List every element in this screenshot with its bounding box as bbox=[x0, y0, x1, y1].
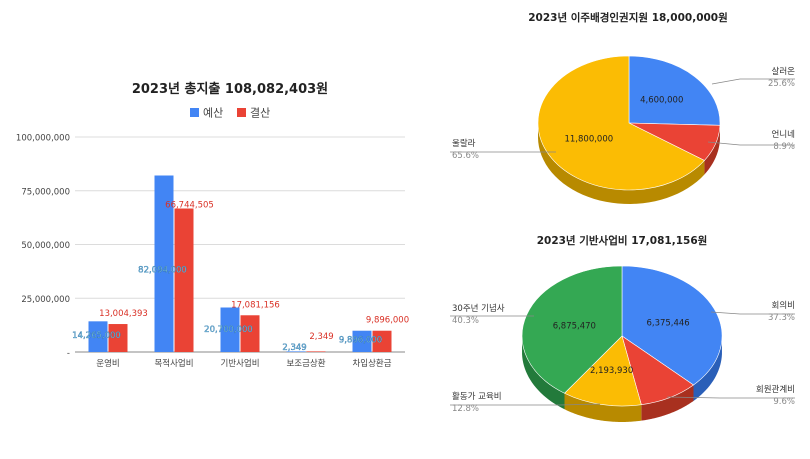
pie-chart-migrant: 2023년 이주배경인권지원 18,000,000원 4,600,000 11,8… bbox=[450, 11, 795, 204]
pie-slice-name: 회원관계비 bbox=[756, 384, 795, 395]
data-label-settlement: 17,081,156 bbox=[231, 300, 280, 310]
pie-value-label: 2,193,930 bbox=[590, 366, 633, 376]
pie1-shape bbox=[538, 56, 720, 204]
bar-x-labels: 운영비 목적사업비 기반사업비 보조금상환 차입상환금 bbox=[96, 358, 391, 369]
data-label-settlement: 2,349 bbox=[309, 332, 333, 342]
pie-slice-name: 30주년 기념사 bbox=[452, 303, 505, 314]
y-tick-label: 100,000,000 bbox=[16, 134, 70, 144]
pie2-shape bbox=[522, 266, 722, 422]
data-label-settlement: 66,744,505 bbox=[165, 200, 214, 210]
legend-label-budget: 예산 bbox=[203, 107, 223, 120]
y-tick-label: - bbox=[67, 349, 70, 359]
x-tick-label: 차입상환금 bbox=[352, 358, 391, 369]
pie-slice-name: 언니네 bbox=[772, 129, 795, 140]
bar-y-ticks: - 25,000,000 50,000,000 75,000,000 100,000,0… bbox=[16, 134, 70, 359]
x-tick-label: 운영비 bbox=[96, 358, 119, 369]
data-label-budget: 82,094,000 bbox=[138, 266, 187, 276]
bar-legend: 예산 결산 bbox=[190, 107, 270, 120]
bar-settlement bbox=[307, 351, 326, 352]
pie-slice-percent: 8.9% bbox=[773, 142, 795, 152]
y-tick-label: 25,000,000 bbox=[21, 295, 70, 305]
pie1-title: 2023년 이주배경인권지원 18,000,000원 bbox=[528, 11, 728, 24]
bar-chart-title: 2023년 총지출 108,082,403원 bbox=[132, 81, 328, 97]
pie-value-label: 11,800,000 bbox=[564, 135, 613, 145]
bar-grid bbox=[75, 137, 405, 352]
pie-slice-name: 살러온 bbox=[772, 67, 796, 77]
pie-slice-name: 울랄라 bbox=[452, 138, 476, 149]
pie-slice-percent: 37.3% bbox=[768, 313, 795, 323]
bar-settlement bbox=[175, 208, 194, 352]
x-tick-label: 보조금상환 bbox=[286, 358, 325, 369]
data-label-budget: 9,896,000 bbox=[339, 335, 382, 345]
data-label-budget: 20,700,000 bbox=[204, 325, 253, 335]
legend-swatch-budget bbox=[190, 108, 199, 117]
pie-slice-percent: 65.6% bbox=[452, 151, 479, 161]
pie-slice bbox=[629, 56, 720, 125]
y-tick-label: 75,000,000 bbox=[21, 187, 70, 197]
pie-slice-name: 활동가 교육비 bbox=[452, 391, 502, 402]
y-tick-label: 50,000,000 bbox=[21, 241, 70, 251]
legend-swatch-settlement bbox=[237, 108, 246, 117]
data-label-settlement: 13,004,393 bbox=[99, 309, 148, 319]
pie-chart-base-project: 2023년 기반사업비 17,081,156원 6,375,446 2,193,9… bbox=[450, 234, 795, 422]
pie-slice-percent: 40.3% bbox=[452, 316, 479, 326]
pie2-title: 2023년 기반사업비 17,081,156원 bbox=[537, 234, 708, 247]
bar-chart: 2023년 총지출 108,082,403원 예산 결산 - 25,000,000… bbox=[16, 81, 409, 369]
pie-slice-percent: 25.6% bbox=[768, 79, 795, 89]
pie-slice-name: 회의비 bbox=[772, 300, 795, 311]
pie-slice-percent: 9.6% bbox=[773, 397, 795, 407]
pie-value-label: 6,375,446 bbox=[646, 318, 689, 328]
x-tick-label: 목적사업비 bbox=[154, 358, 193, 369]
legend-label-settlement: 결산 bbox=[250, 107, 270, 120]
data-label-budget: 14,265,000 bbox=[72, 331, 121, 341]
pie-value-label: 6,875,470 bbox=[553, 321, 596, 331]
pie-value-label: 4,600,000 bbox=[640, 96, 683, 106]
x-tick-label: 기반사업비 bbox=[220, 358, 259, 369]
data-label-budget: 2,349 bbox=[282, 343, 306, 353]
data-label-settlement: 9,896,000 bbox=[366, 316, 409, 326]
pie-slice-percent: 12.8% bbox=[452, 404, 479, 414]
